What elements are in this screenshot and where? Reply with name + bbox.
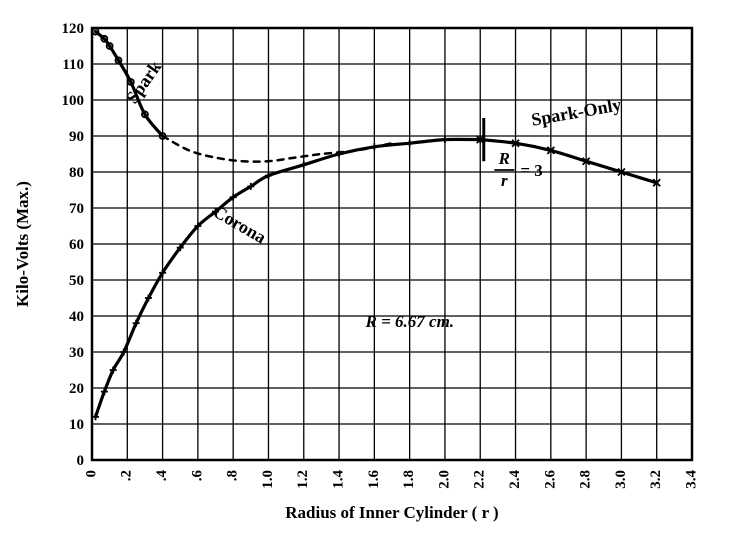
svg-text:110: 110 bbox=[62, 57, 84, 73]
svg-text:r: r bbox=[501, 171, 508, 190]
svg-text:2.2: 2.2 bbox=[472, 470, 488, 489]
svg-text:100: 100 bbox=[62, 93, 85, 109]
svg-text:10: 10 bbox=[69, 417, 84, 433]
svg-text:R = 6.67 cm.: R = 6.67 cm. bbox=[365, 312, 455, 331]
svg-text:1.8: 1.8 bbox=[401, 470, 417, 489]
svg-text:0: 0 bbox=[77, 453, 85, 469]
svg-text:40: 40 bbox=[69, 309, 84, 325]
svg-text:Radius of Inner Cylinder ( r ): Radius of Inner Cylinder ( r ) bbox=[285, 503, 498, 522]
svg-text:= 3: = 3 bbox=[520, 161, 542, 180]
svg-text:1.0: 1.0 bbox=[260, 470, 276, 489]
svg-text:60: 60 bbox=[69, 237, 84, 253]
svg-text:2.8: 2.8 bbox=[578, 470, 594, 489]
chart-svg: 0 10 20 30 40 50 60 70 80 90 100 110 120 0 .2 .4 .6 .8 1.0… bbox=[0, 0, 735, 545]
svg-text:3.4: 3.4 bbox=[683, 470, 699, 489]
svg-text:R: R bbox=[498, 149, 510, 168]
svg-text:2.6: 2.6 bbox=[542, 470, 558, 489]
svg-text:80: 80 bbox=[69, 165, 84, 181]
chart-container: 0 10 20 30 40 50 60 70 80 90 100 110 120 0 .2 .4 .6 .8 1.0… bbox=[0, 0, 735, 545]
svg-text:1.6: 1.6 bbox=[366, 470, 382, 489]
svg-text:3.0: 3.0 bbox=[613, 470, 629, 489]
svg-text:30: 30 bbox=[69, 345, 84, 361]
svg-text:120: 120 bbox=[62, 21, 85, 37]
svg-text:.4: .4 bbox=[154, 470, 170, 482]
svg-text:.2: .2 bbox=[119, 470, 135, 481]
svg-text:1.2: 1.2 bbox=[295, 470, 311, 489]
svg-text:3.2: 3.2 bbox=[648, 470, 664, 489]
svg-text:Kilo-Volts (Max.): Kilo-Volts (Max.) bbox=[13, 181, 32, 307]
svg-text:.6: .6 bbox=[189, 470, 205, 482]
svg-text:50: 50 bbox=[69, 273, 84, 289]
svg-text:1.4: 1.4 bbox=[330, 470, 346, 489]
svg-text:2.4: 2.4 bbox=[507, 470, 523, 489]
svg-text:90: 90 bbox=[69, 129, 84, 145]
svg-text:70: 70 bbox=[69, 201, 84, 217]
svg-text:2.0: 2.0 bbox=[436, 470, 452, 489]
svg-text:.8: .8 bbox=[225, 470, 241, 481]
svg-text:0: 0 bbox=[83, 470, 99, 478]
svg-text:20: 20 bbox=[69, 381, 84, 397]
